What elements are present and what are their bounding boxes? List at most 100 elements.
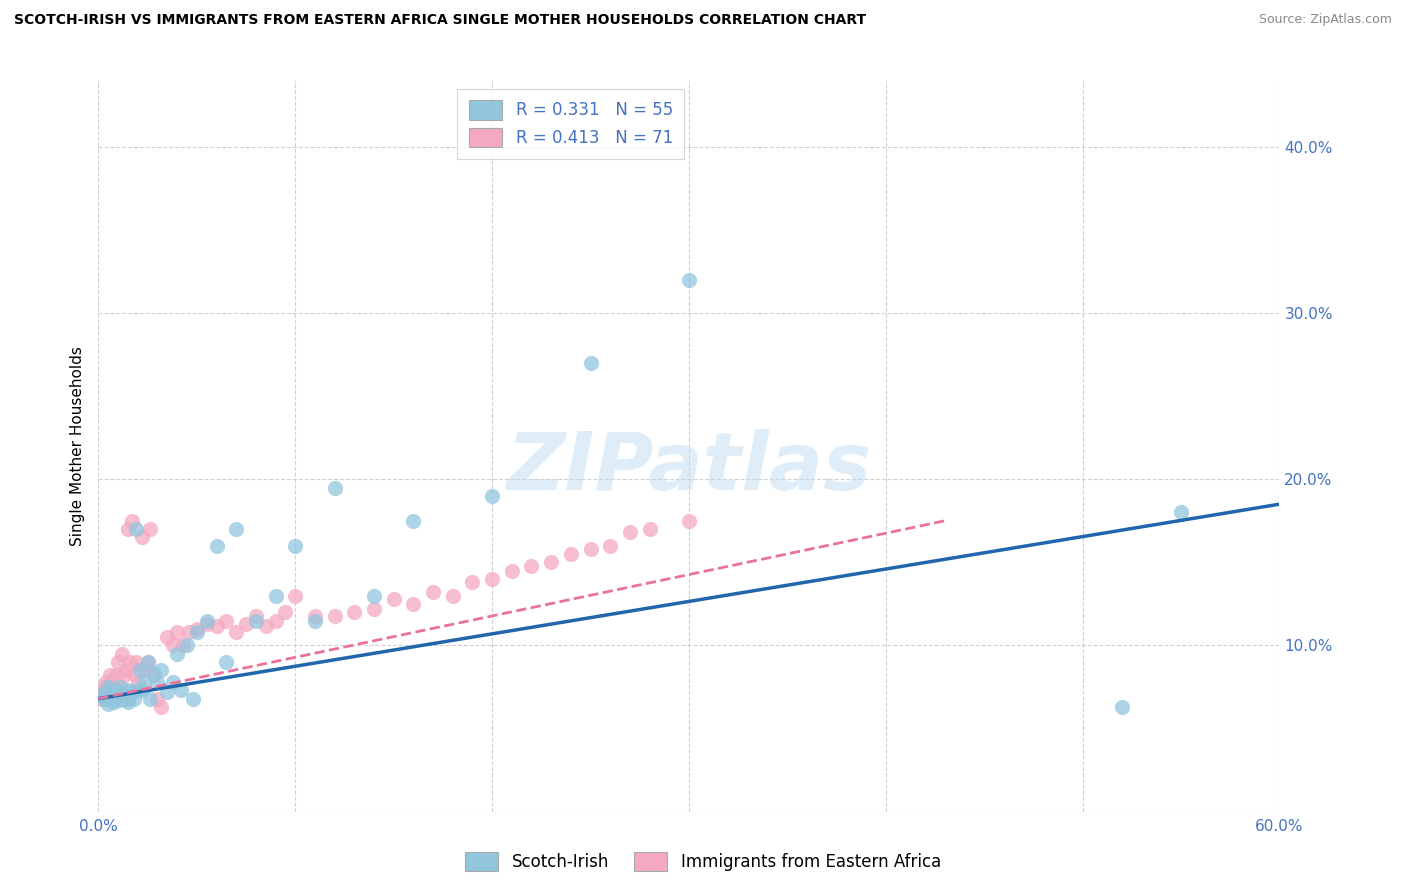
Point xyxy=(111,685,134,699)
Point xyxy=(97,680,120,694)
Legend: R = 0.331   N = 55, R = 0.413   N = 71: R = 0.331 N = 55, R = 0.413 N = 71 xyxy=(457,88,685,159)
Point xyxy=(402,514,425,528)
Point xyxy=(117,522,139,536)
Point xyxy=(195,616,218,631)
Point xyxy=(481,572,503,586)
Point xyxy=(195,614,218,628)
Point xyxy=(108,680,131,694)
Point xyxy=(108,680,131,694)
Point xyxy=(98,668,121,682)
Point xyxy=(579,542,602,557)
Point xyxy=(441,589,464,603)
Point xyxy=(205,539,228,553)
Point xyxy=(215,614,238,628)
Point xyxy=(136,655,159,669)
Point xyxy=(125,522,148,536)
Point xyxy=(382,591,405,606)
Point xyxy=(97,683,120,698)
Point xyxy=(118,655,141,669)
Point xyxy=(225,522,247,536)
Point xyxy=(121,514,143,528)
Point xyxy=(105,668,128,682)
Point xyxy=(131,683,153,698)
Point xyxy=(96,675,118,690)
Point xyxy=(107,685,129,699)
Point xyxy=(105,690,128,704)
Point xyxy=(150,700,173,714)
Point xyxy=(115,691,138,706)
Point xyxy=(135,664,157,678)
Point xyxy=(138,691,160,706)
Point xyxy=(127,675,149,690)
Point xyxy=(91,689,114,703)
Point xyxy=(132,675,155,690)
Point xyxy=(343,605,366,619)
Y-axis label: Single Mother Households: Single Mother Households xyxy=(70,346,86,546)
Point xyxy=(481,489,503,503)
Point xyxy=(111,691,134,706)
Point xyxy=(93,680,115,694)
Point xyxy=(579,356,602,370)
Point xyxy=(89,691,111,706)
Point xyxy=(166,625,188,640)
Point xyxy=(98,691,121,706)
Point xyxy=(215,655,238,669)
Point xyxy=(146,675,169,690)
Point xyxy=(540,555,562,569)
Point xyxy=(254,618,277,632)
Point xyxy=(101,689,124,703)
Point xyxy=(103,680,125,694)
Point xyxy=(284,539,307,553)
Point xyxy=(235,616,257,631)
Point xyxy=(142,668,165,682)
Point xyxy=(1170,506,1192,520)
Point xyxy=(162,639,184,653)
Point xyxy=(91,685,114,699)
Point xyxy=(103,695,125,709)
Point xyxy=(678,273,700,287)
Point xyxy=(142,666,165,681)
Point xyxy=(122,691,145,706)
Point xyxy=(125,655,148,669)
Point xyxy=(520,558,543,573)
Point xyxy=(363,589,385,603)
Point xyxy=(98,685,121,699)
Point xyxy=(96,689,118,703)
Point xyxy=(461,575,484,590)
Point xyxy=(264,614,287,628)
Point xyxy=(166,647,188,661)
Point xyxy=(93,691,115,706)
Legend: Scotch-Irish, Immigrants from Eastern Africa: Scotch-Irish, Immigrants from Eastern Af… xyxy=(457,843,949,880)
Text: SCOTCH-IRISH VS IMMIGRANTS FROM EASTERN AFRICA SINGLE MOTHER HOUSEHOLDS CORRELAT: SCOTCH-IRISH VS IMMIGRANTS FROM EASTERN … xyxy=(14,13,866,28)
Point xyxy=(170,683,193,698)
Point xyxy=(363,602,385,616)
Point xyxy=(97,697,120,711)
Point xyxy=(122,666,145,681)
Point xyxy=(245,614,267,628)
Point xyxy=(146,691,169,706)
Point xyxy=(118,689,141,703)
Point xyxy=(93,691,115,706)
Point xyxy=(136,655,159,669)
Point xyxy=(274,605,297,619)
Point xyxy=(245,608,267,623)
Point xyxy=(115,664,138,678)
Point xyxy=(402,597,425,611)
Point xyxy=(678,514,700,528)
Point xyxy=(619,525,641,540)
Point xyxy=(117,695,139,709)
Point xyxy=(101,675,124,690)
Text: ZIPatlas: ZIPatlas xyxy=(506,429,872,507)
Point xyxy=(107,655,129,669)
Point xyxy=(323,608,346,623)
Point xyxy=(105,683,128,698)
Point xyxy=(1111,700,1133,714)
Point xyxy=(112,668,135,682)
Point xyxy=(186,625,208,640)
Point xyxy=(107,693,129,707)
Point xyxy=(599,539,621,553)
Point xyxy=(162,675,184,690)
Point xyxy=(422,585,444,599)
Point xyxy=(225,625,247,640)
Point xyxy=(111,647,134,661)
